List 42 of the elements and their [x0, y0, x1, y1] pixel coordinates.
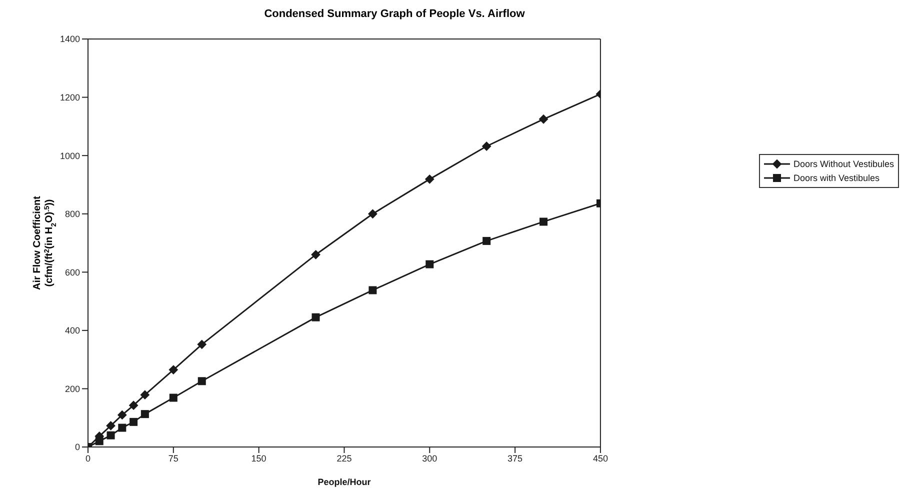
point: [106, 421, 116, 430]
y-tick-label: 0: [74, 442, 80, 452]
y-tick-label: 1000: [60, 150, 80, 161]
y-tick-label: 400: [64, 326, 80, 336]
point: [312, 313, 320, 322]
point: [169, 394, 178, 402]
point: [368, 286, 377, 294]
x-tick-label: 150: [251, 453, 266, 464]
point: [426, 260, 434, 268]
y-tick-label: 1400: [60, 34, 80, 44]
point: [95, 437, 104, 446]
point: [540, 218, 548, 226]
x-tick-label: 300: [422, 453, 438, 464]
x-tick-label: 375: [508, 453, 523, 464]
chart-title: Condensed Summary Graph of People Vs. Airflow: [263, 8, 526, 22]
legend-label: Doors Without Vestibules: [792, 158, 894, 171]
point: [140, 410, 149, 418]
x-axis-title: People/Hour: [318, 477, 372, 487]
y-tick-label: 1200: [60, 92, 80, 102]
x-tick-label: 450: [592, 453, 608, 464]
point: [539, 114, 548, 124]
point: [140, 390, 150, 400]
y-tick-label: 800: [64, 209, 80, 220]
point: [368, 209, 378, 218]
point: [168, 365, 178, 374]
x-tick-label: 75: [168, 453, 178, 464]
point: [482, 236, 491, 245]
point: [311, 250, 320, 260]
point: [130, 418, 138, 426]
point: [425, 174, 434, 184]
point: [198, 377, 206, 386]
y-tick-label: 200: [64, 384, 80, 394]
point: [482, 142, 492, 151]
point: [197, 340, 206, 349]
point: [118, 424, 126, 432]
x-tick-label: 225: [336, 453, 352, 464]
point: [106, 431, 115, 440]
x-tick-label: 0: [85, 453, 91, 464]
legend-label: Doors with Vestibules: [792, 172, 880, 185]
point: [118, 410, 127, 420]
y-tick-label: 600: [64, 267, 80, 278]
point: [129, 400, 138, 410]
